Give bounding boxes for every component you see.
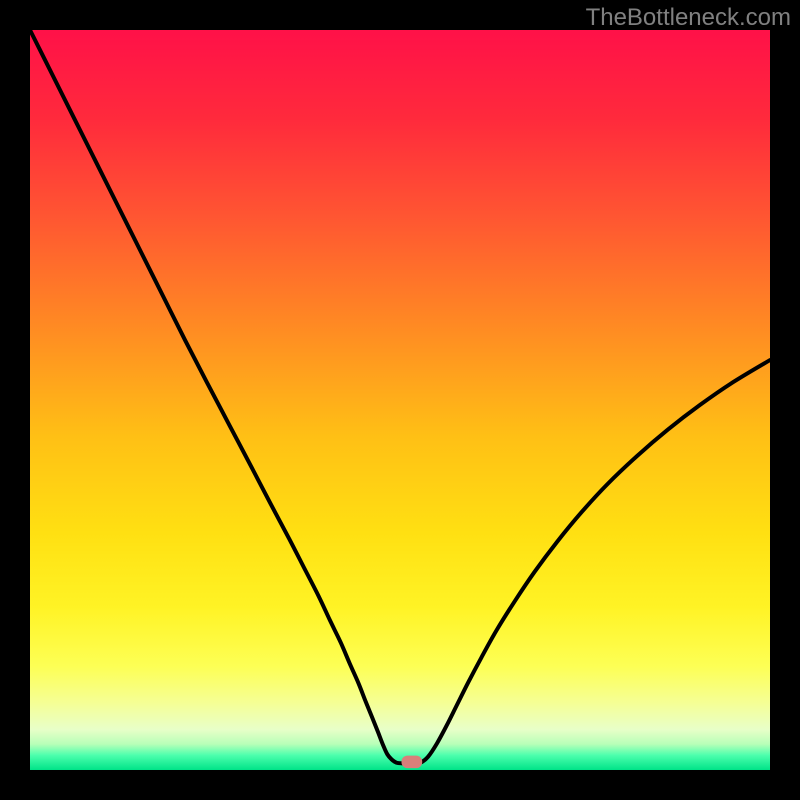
- minimum-marker: [401, 756, 422, 769]
- chart-stage: TheBottleneck.com: [0, 0, 800, 800]
- chart-svg: [0, 0, 800, 800]
- watermark-text: TheBottleneck.com: [586, 4, 791, 32]
- plot-background: [30, 30, 770, 770]
